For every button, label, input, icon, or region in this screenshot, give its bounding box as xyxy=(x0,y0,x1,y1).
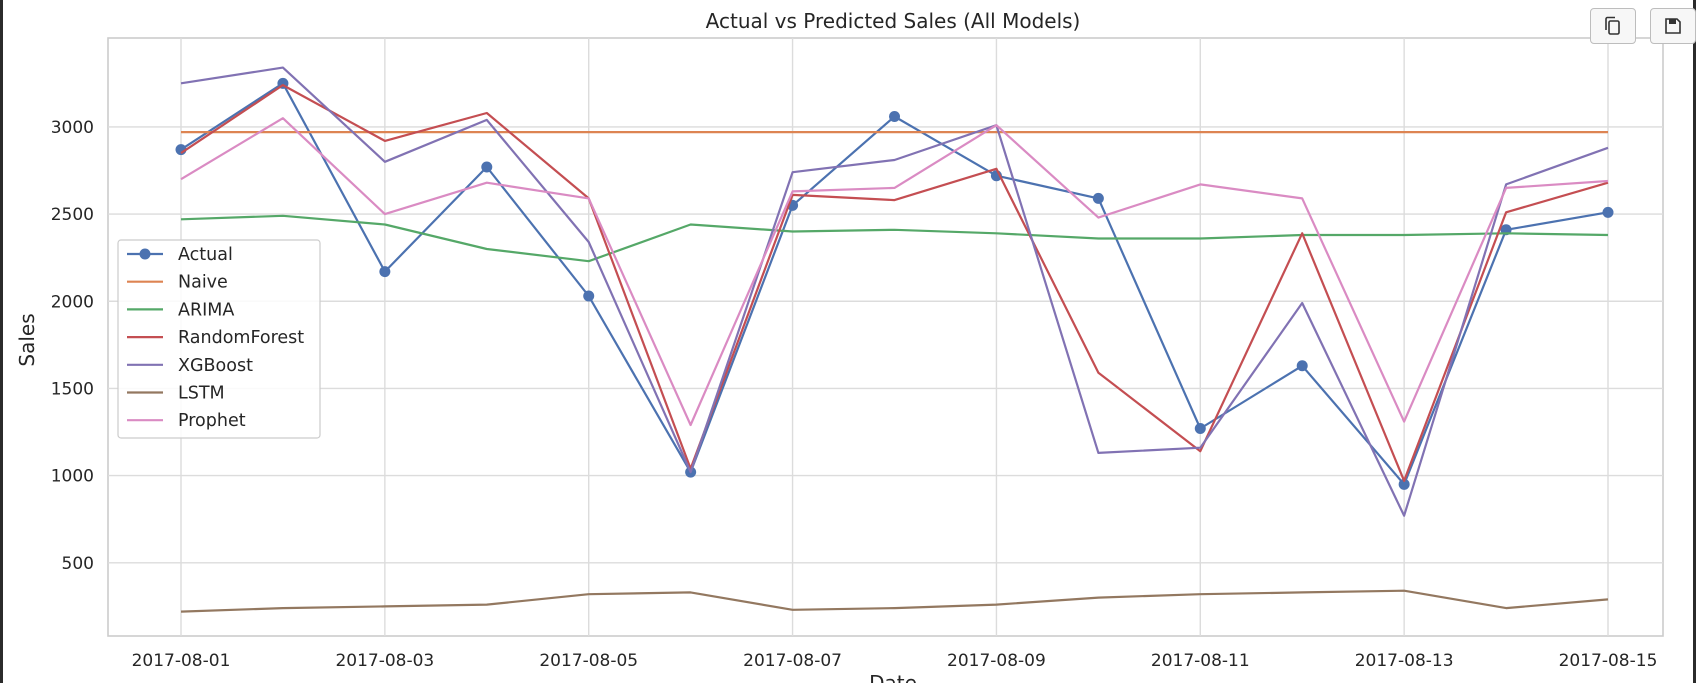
x-tick-label: 2017-08-05 xyxy=(539,651,638,671)
y-axis-ticks: 500 1000 1500 2000 2500 3000 xyxy=(51,118,94,574)
legend-label: LSTM xyxy=(178,384,225,404)
legend-item-actual: Actual xyxy=(127,245,233,265)
x-tick-label: 2017-08-07 xyxy=(743,651,842,671)
series-line-randomforest xyxy=(180,83,1609,482)
legend: Actual Naive ARIMA RandomForest XGBoost LSTM P… xyxy=(117,239,321,439)
y-tick-label: 3000 xyxy=(51,118,94,138)
data-point-actual xyxy=(1296,360,1308,372)
x-tick-label: 2017-08-15 xyxy=(1559,651,1658,671)
series-lines xyxy=(175,66,1614,613)
y-tick-label: 1500 xyxy=(51,379,94,399)
x-axis-label: Date xyxy=(869,671,917,683)
x-tick-label: 2017-08-13 xyxy=(1355,651,1454,671)
window-left-edge xyxy=(0,0,3,683)
data-point-actual xyxy=(1602,206,1614,218)
legend-label: ARIMA xyxy=(178,300,234,320)
legend-box xyxy=(117,239,321,439)
y-axis-label: Sales xyxy=(15,313,39,366)
copy-button[interactable] xyxy=(1590,8,1636,44)
grid xyxy=(108,38,1663,636)
chart-title: Actual vs Predicted Sales (All Models) xyxy=(706,9,1081,33)
plot-area xyxy=(107,37,1664,637)
window-right-edge xyxy=(1693,0,1696,683)
legend-label: XGBoost xyxy=(178,356,253,376)
data-point-actual xyxy=(889,110,900,122)
x-tick-label: 2017-08-03 xyxy=(335,651,434,671)
series-line-xgboost xyxy=(180,66,1609,517)
series-line-lstm xyxy=(180,589,1609,613)
save-icon xyxy=(1665,18,1681,34)
data-point-actual xyxy=(1398,478,1410,490)
y-tick-label: 500 xyxy=(62,554,94,574)
y-tick-label: 2000 xyxy=(51,292,94,312)
x-tick-label: 2017-08-11 xyxy=(1151,651,1250,671)
legend-item-xgboost: XGBoost xyxy=(127,356,253,376)
x-tick-label: 2017-08-01 xyxy=(132,651,231,671)
save-button[interactable] xyxy=(1650,8,1696,44)
legend-item-arima: ARIMA xyxy=(127,300,234,320)
data-point-actual xyxy=(481,161,493,173)
x-axis-ticks: 2017-08-01 2017-08-03 2017-08-05 2017-08-07… xyxy=(132,651,1658,671)
copy-icon xyxy=(1605,16,1620,35)
y-tick-label: 2500 xyxy=(51,205,94,225)
data-point-actual xyxy=(1092,192,1104,204)
data-point-actual xyxy=(583,290,595,302)
data-point-actual xyxy=(1194,423,1206,435)
legend-item-naive: Naive xyxy=(127,273,228,293)
series-line-prophet xyxy=(180,117,1609,427)
series-line-arima xyxy=(180,214,1609,263)
legend-label: RandomForest xyxy=(178,328,304,348)
data-point-actual xyxy=(379,266,391,278)
legend-label: Naive xyxy=(178,273,228,293)
legend-label: Actual xyxy=(178,245,233,265)
legend-label: Prophet xyxy=(178,411,246,431)
y-tick-label: 1000 xyxy=(51,467,94,487)
x-tick-label: 2017-08-09 xyxy=(947,651,1046,671)
legend-item-prophet: Prophet xyxy=(127,411,246,431)
legend-marker xyxy=(139,248,151,260)
legend-item-lstm: LSTM xyxy=(127,384,225,404)
legend-item-randomforest: RandomForest xyxy=(127,328,304,348)
